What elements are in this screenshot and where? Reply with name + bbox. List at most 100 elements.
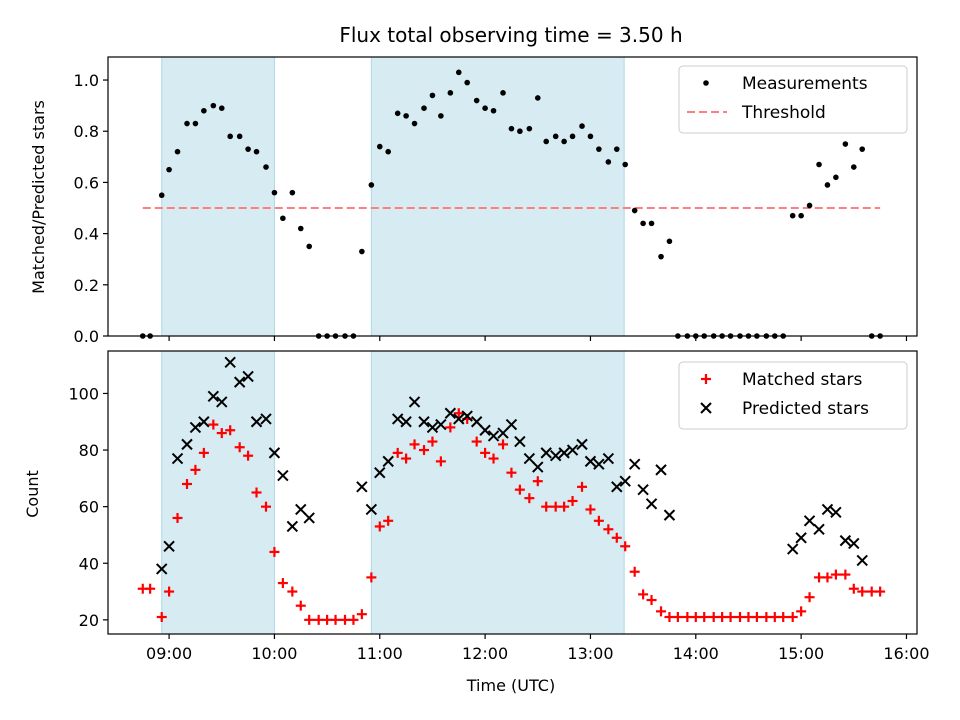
y-tick-label-5: 1.0 xyxy=(74,71,99,90)
predicted-star-point-56 xyxy=(803,515,816,527)
measurement-point-10 xyxy=(227,133,233,140)
measurement-point-37 xyxy=(464,79,471,86)
predicted-star-point-34 xyxy=(497,427,509,439)
measurement-point-17 xyxy=(289,189,296,196)
shaded-interval-1 xyxy=(370,350,625,635)
measurement-point-41 xyxy=(500,90,506,96)
matched-star-point-52 xyxy=(593,515,604,526)
predicted-star-point-1 xyxy=(163,540,175,552)
matched-star-point-44 xyxy=(524,493,535,504)
predicted-star-point-62 xyxy=(856,554,868,567)
predicted-star-point-45 xyxy=(593,458,605,470)
predicted-star-point-57 xyxy=(813,523,825,535)
predicted-star-point-13-b xyxy=(268,447,281,459)
matched-star-point-76 xyxy=(804,592,815,603)
bottom-panel: 20 40 60 80 100 09:00 10:00 11:00 12:00 13:00 14:… xyxy=(23,350,930,695)
predicted-star-point-30 xyxy=(461,410,473,422)
predicted-star-point-52 xyxy=(655,464,667,476)
predicted-star-point-39-b xyxy=(540,447,552,459)
predicted-star-point-29 xyxy=(453,413,465,425)
matched-star-point-32 xyxy=(419,445,430,456)
predicted-star-point-54-b xyxy=(786,543,799,555)
matched-star-point-83 xyxy=(866,586,877,597)
matched-star-point-39 xyxy=(480,447,491,458)
predicted-star-point-41 xyxy=(558,447,570,459)
matched-star-point-72 xyxy=(769,612,780,623)
matched-star-point-75 xyxy=(796,606,807,617)
predicted-star-point-58 xyxy=(821,503,834,516)
measurement-point-80 xyxy=(842,141,849,147)
matched-star-point-8 xyxy=(208,419,219,430)
bottom-y-axis: 20 40 60 80 100 xyxy=(68,384,108,630)
predicted-star-point-37 xyxy=(523,452,536,465)
measurement-point-28 xyxy=(385,148,392,155)
predicted-star-point-49-b xyxy=(628,458,641,470)
matched-star-point-82 xyxy=(857,586,868,597)
matched-star-point-46 xyxy=(541,501,552,512)
matched-star-point-15 xyxy=(269,546,280,557)
top-x-axis xyxy=(168,336,908,341)
measurement-point-81 xyxy=(850,164,857,170)
predicted-star-point-61-b xyxy=(848,537,860,550)
bottom-legend: Matched stars Predicted stars xyxy=(678,361,908,430)
matched-star-point-62 xyxy=(682,612,693,623)
matched-star-point-58 xyxy=(646,595,657,606)
predicted-star-point-9 xyxy=(233,376,246,388)
x-tick-label-2: 11:00 xyxy=(357,644,403,663)
predicted-star-point-14 xyxy=(277,469,289,482)
predicted-star-point-20-b xyxy=(374,466,386,479)
matched-star-point-61 xyxy=(672,612,683,623)
matched-star-point-17 xyxy=(287,586,298,597)
measurement-point-4 xyxy=(174,148,181,155)
predicted-star-point-2-b xyxy=(171,452,184,465)
matched-star-point-81 xyxy=(848,583,859,594)
predicted-star-point-21 xyxy=(382,455,394,468)
top-panel: 0.0 0.2 0.4 0.6 0.8 1.0 Matched/Predicted sta… xyxy=(29,56,918,346)
y-tick-label-3: 80 xyxy=(79,441,99,460)
measurement-point-47 xyxy=(552,133,559,140)
matched-star-point-53 xyxy=(603,524,614,535)
legend-handle-1 xyxy=(700,402,712,414)
measurement-point-36 xyxy=(455,69,462,76)
predicted-star-point-4-b xyxy=(189,421,202,434)
measurement-point-39 xyxy=(482,105,488,111)
matched-star-point-54 xyxy=(611,532,622,543)
predicted-star-point-48-b xyxy=(619,475,631,487)
predicted-star-point-60-b xyxy=(839,534,852,547)
predicted-star-point-12-b xyxy=(260,413,272,425)
measurement-point-7 xyxy=(201,107,207,114)
predicted-star-point-32 xyxy=(479,424,491,436)
matched-star-point-24 xyxy=(348,614,359,625)
predicted-star-point-21-b xyxy=(382,455,394,468)
matched-star-point-29 xyxy=(392,447,403,458)
legend-handle-1-b xyxy=(700,402,712,414)
predicted-star-point-16 xyxy=(295,503,307,516)
measurement-point-53 xyxy=(605,159,612,165)
predicted-star-point-59 xyxy=(830,506,842,519)
predicted-star-point-50-b xyxy=(637,483,649,496)
predicted-star-point-18-b xyxy=(356,481,368,493)
measurement-point-43 xyxy=(517,128,523,135)
predicted-star-point-46-b xyxy=(602,452,615,465)
measurement-point-54 xyxy=(613,146,620,152)
predicted-star-point-27-b xyxy=(435,418,447,431)
predicted-star-point-50 xyxy=(637,483,649,496)
predicted-star-point-44-b xyxy=(584,455,597,468)
matched-star-point-57 xyxy=(638,589,649,600)
x-tick-label-6: 15:00 xyxy=(778,644,824,663)
matched-star-point-80 xyxy=(840,569,851,580)
predicted-star-point-53 xyxy=(663,509,676,521)
measurement-point-40 xyxy=(490,107,497,114)
predicted-star-point-15 xyxy=(286,520,299,533)
measurement-point-75 xyxy=(798,212,804,219)
top-shaded-intervals xyxy=(161,56,625,337)
matched-star-point-70 xyxy=(751,612,762,623)
predicted-star-point-36-b xyxy=(514,435,526,448)
top-y-axis-label: Matched/Predicted stars xyxy=(29,100,48,294)
predicted-star-point-1-b xyxy=(163,540,175,552)
predicted-star-point-22-b xyxy=(391,413,404,425)
measurement-point-49 xyxy=(569,133,576,140)
x-tick-label-5: 14:00 xyxy=(673,644,719,663)
predicted-star-point-57-b xyxy=(813,523,825,535)
